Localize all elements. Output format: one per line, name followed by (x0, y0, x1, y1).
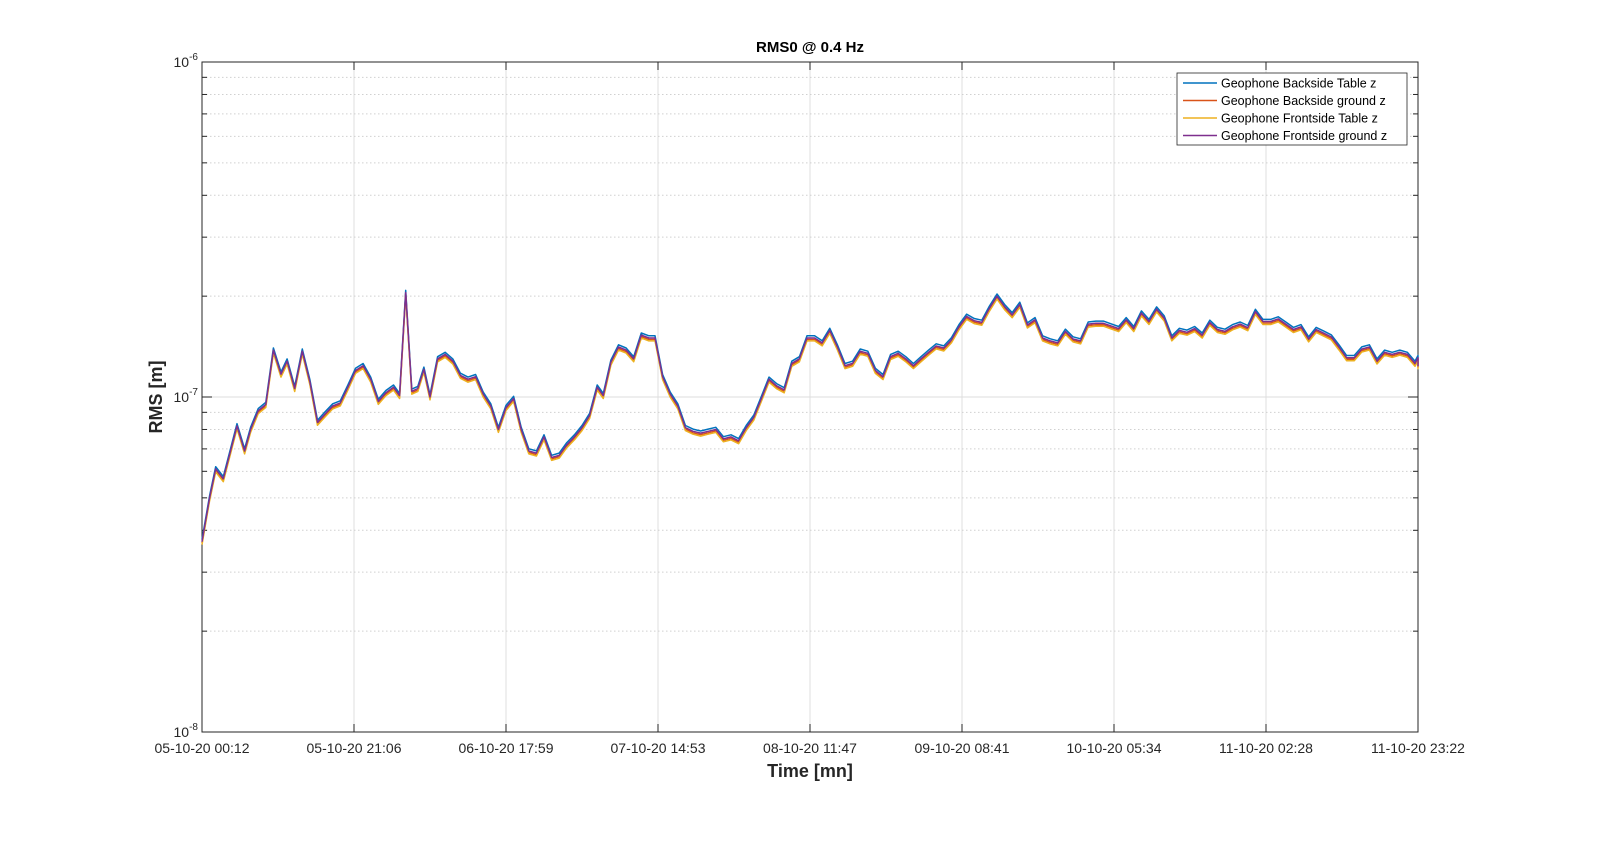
y-tick-label: 10-7 (174, 387, 199, 405)
legend: Geophone Backside Table z Geophone Backsi… (1176, 72, 1408, 146)
axis-ticks (201, 61, 1419, 733)
y-tick-label: 10-6 (174, 52, 199, 70)
x-tick-label: 10-10-20 05:34 (1067, 740, 1162, 756)
x-tick-label: 05-10-20 00:12 (155, 740, 250, 756)
x-tick-label: 08-10-20 11:47 (763, 740, 857, 756)
legend-label: Geophone Backside Table z (1221, 77, 1376, 91)
x-axis-title: Time [mn] (767, 761, 853, 781)
x-tick-labels: 05-10-20 00:12 05-10-20 21:06 06-10-20 17:… (155, 740, 1466, 756)
legend-label: Geophone Frontside ground z (1221, 129, 1387, 143)
chart-title: RMS0 @ 0.4 Hz (756, 39, 864, 56)
series-lines (201, 289, 1419, 545)
x-tick-label: 05-10-20 21:06 (307, 740, 402, 756)
x-tick-label: 06-10-20 17:59 (459, 740, 554, 756)
x-tick-label: 11-10-20 02:28 (1219, 740, 1313, 756)
x-tick-label: 09-10-20 08:41 (915, 740, 1010, 756)
x-tick-label: 07-10-20 14:53 (611, 740, 706, 756)
y-axis-title: RMS [m] (146, 361, 166, 434)
y-tick-labels: 10-8 10-7 10-6 (174, 52, 199, 740)
x-tick-label: 11-10-20 23:22 (1371, 740, 1465, 756)
legend-label: Geophone Backside ground z (1221, 94, 1386, 108)
legend-label: Geophone Frontside Table z (1221, 112, 1378, 126)
grid-lines (202, 62, 1418, 732)
y-tick-label: 10-8 (174, 722, 199, 740)
series-line (201, 291, 1419, 542)
legend-box (1176, 72, 1408, 146)
